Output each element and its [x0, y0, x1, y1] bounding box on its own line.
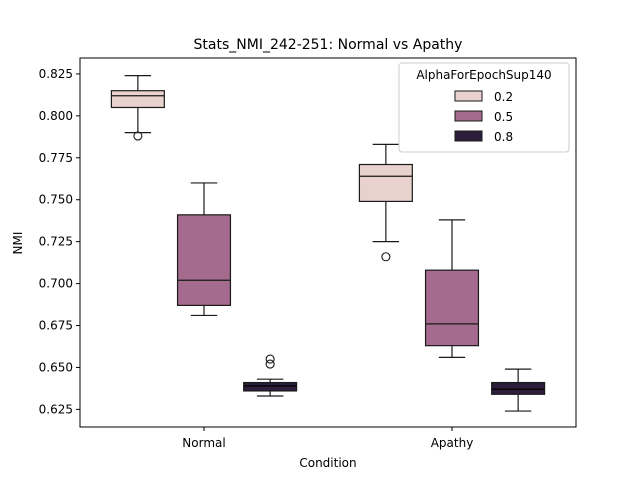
box-iqr — [176, 214, 232, 306]
legend-swatch — [454, 110, 483, 122]
box-normal-0.5 — [176, 182, 232, 317]
legend-label: 0.2 — [494, 90, 513, 104]
legend-frame — [398, 62, 570, 153]
box-iqr — [110, 90, 165, 109]
outlier-point — [133, 131, 143, 141]
legend: AlphaForEpochSup140 0.2 0.5 0.8 — [398, 62, 570, 153]
outlier-point — [381, 252, 391, 262]
legend-swatch — [454, 130, 483, 142]
box-iqr — [358, 163, 413, 203]
box-apathy-0.2 — [358, 143, 413, 262]
y-tick-label: 0.800 — [39, 109, 73, 123]
box-normal-0.2 — [110, 75, 165, 141]
plot-area — [110, 75, 546, 412]
y-axis-label: NMI — [11, 232, 25, 255]
legend-title: AlphaForEpochSup140 — [416, 68, 551, 82]
y-tick-label: 0.650 — [39, 360, 73, 374]
y-tick-label: 0.700 — [39, 277, 73, 291]
legend-swatch — [454, 90, 483, 102]
y-tick-label: 0.625 — [39, 402, 73, 416]
x-tick-label: Normal — [182, 436, 225, 450]
box-iqr — [424, 269, 480, 347]
box-normal-0.8 — [243, 354, 298, 397]
x-axis-label: Condition — [299, 456, 356, 470]
x-tick-label: Apathy — [431, 436, 474, 450]
box-apathy-0.8 — [491, 368, 546, 412]
legend-label: 0.5 — [494, 110, 513, 124]
y-tick-label: 0.725 — [39, 235, 73, 249]
box-iqr — [243, 381, 298, 392]
outlier-point — [265, 359, 275, 369]
plot-frame — [79, 57, 577, 428]
y-tick-label: 0.750 — [39, 193, 73, 207]
y-tick-label: 0.825 — [39, 67, 73, 81]
box-iqr — [491, 381, 546, 395]
outlier-point — [265, 354, 275, 364]
box-apathy-0.5 — [424, 219, 480, 358]
chart-title: Stats_NMI_242-251: Normal vs Apathy — [194, 37, 463, 53]
y-tick-label: 0.675 — [39, 319, 73, 333]
y-tick-label: 0.775 — [39, 151, 73, 165]
legend-label: 0.8 — [494, 130, 513, 144]
